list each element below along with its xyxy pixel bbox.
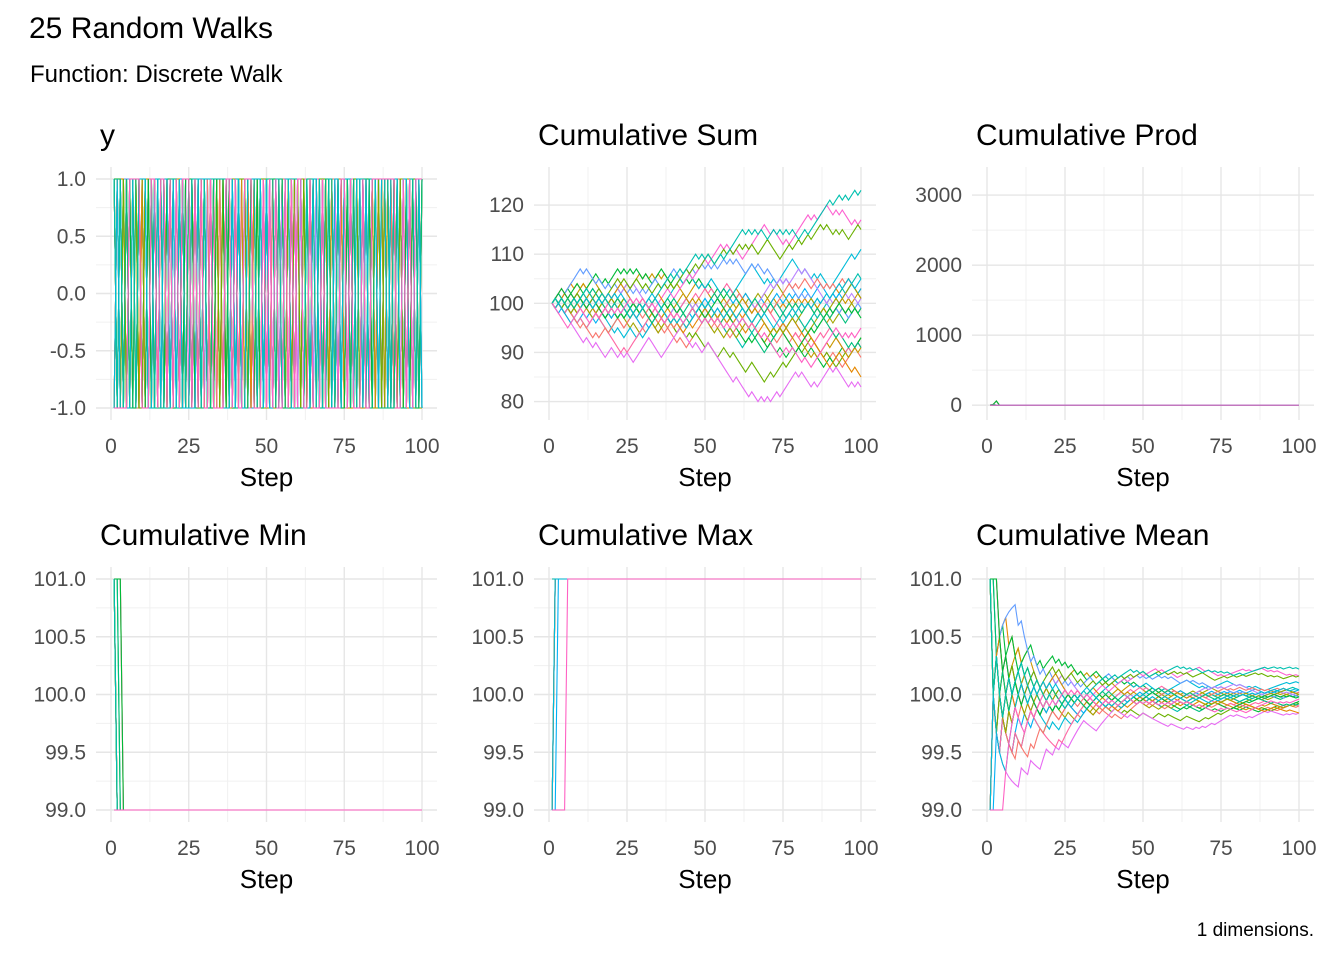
- panel-3: Cumulative Min 0 25 50 75 100 99.0 99.5 100.0 100…: [33, 519, 439, 894]
- series-line-22: [551, 189, 862, 320]
- y-tick-label: 90: [501, 341, 524, 364]
- y-tick-label: 1000: [915, 324, 962, 347]
- x-tick-label: 100: [1281, 435, 1316, 458]
- x-tick-label: 100: [843, 837, 878, 860]
- x-tick-label: 50: [255, 435, 278, 458]
- panel-title: Cumulative Mean: [976, 519, 1209, 552]
- x-tick-label: 0: [105, 435, 117, 458]
- series-line-12: [989, 578, 1300, 788]
- x-tick-label: 0: [981, 435, 993, 458]
- x-axis-label: Step: [1116, 864, 1170, 894]
- series-line-23: [551, 277, 862, 329]
- series-line-24: [114, 178, 422, 409]
- y-tick-label: 100: [489, 292, 524, 315]
- y-tick-label: 99.5: [483, 741, 524, 764]
- x-tick-label: 50: [693, 837, 716, 860]
- x-axis-label: Step: [678, 864, 732, 894]
- series-line-10: [551, 258, 862, 320]
- y-tick-label: 99.5: [45, 741, 86, 764]
- x-tick-label: 75: [771, 435, 794, 458]
- x-tick-label: 0: [981, 837, 993, 860]
- chart-title: 25 Random Walks: [29, 12, 273, 45]
- x-tick-label: 75: [333, 435, 356, 458]
- y-tick-label: 100.5: [471, 626, 524, 649]
- x-axis-label: Step: [240, 462, 294, 492]
- y-tick-label: 99.5: [921, 741, 962, 764]
- panel-5: Cumulative Mean 0 25 50 75 100 99.0 99.5 100.0 10…: [909, 519, 1316, 894]
- x-tick-label: 100: [843, 435, 878, 458]
- x-tick-label: 75: [333, 837, 356, 860]
- x-tick-label: 75: [771, 837, 794, 860]
- x-tick-label: 25: [1053, 435, 1076, 458]
- series-line-14: [551, 282, 862, 354]
- x-tick-label: 25: [615, 435, 638, 458]
- x-tick-label: 0: [543, 435, 555, 458]
- x-tick-label: 50: [1131, 837, 1154, 860]
- x-axis-label: Step: [678, 462, 732, 492]
- x-tick-label: 100: [404, 837, 439, 860]
- series-line-24: [551, 297, 862, 369]
- panel-title: Cumulative Max: [538, 519, 753, 552]
- y-tick-label: 120: [489, 194, 524, 217]
- panel-4: Cumulative Max 0 25 50 75 100 99.0 99.5 100.0 100…: [471, 519, 878, 894]
- panel-title: Cumulative Sum: [538, 119, 758, 152]
- series-line-20: [551, 287, 862, 359]
- y-tick-label: 100.5: [909, 626, 962, 649]
- series-line-20: [990, 578, 1300, 717]
- y-tick-label: 0: [950, 394, 962, 417]
- panel-1: Cumulative Sum 0 25 50 75 100 80 90 100 110 120 Ste…: [489, 119, 879, 492]
- y-tick-label: -0.5: [50, 340, 86, 363]
- series-line-5: [990, 578, 1300, 713]
- series-line-8: [989, 655, 1300, 811]
- x-tick-label: 75: [1209, 435, 1232, 458]
- y-tick-label: 1.0: [57, 168, 86, 191]
- y-tick-label: 100.5: [33, 626, 86, 649]
- x-tick-label: 75: [1209, 837, 1232, 860]
- x-tick-label: 50: [693, 435, 716, 458]
- y-tick-label: 110: [491, 243, 524, 266]
- x-tick-label: 50: [255, 837, 278, 860]
- x-tick-label: 100: [1281, 837, 1316, 860]
- x-tick-label: 25: [177, 837, 200, 860]
- x-tick-label: 25: [177, 435, 200, 458]
- x-tick-label: 50: [1131, 435, 1154, 458]
- series-line-24: [990, 688, 1300, 811]
- y-tick-label: 99.0: [45, 799, 86, 822]
- x-tick-label: 0: [105, 837, 117, 860]
- series-line-12: [551, 297, 862, 403]
- series-line-23: [989, 680, 1300, 811]
- panel-title: Cumulative Prod: [976, 119, 1198, 152]
- series-line-24: [552, 578, 861, 811]
- y-tick-label: 2000: [915, 254, 962, 277]
- x-tick-label: 25: [1053, 837, 1076, 860]
- chart-subtitle: Function: Discrete Walk: [30, 61, 283, 88]
- panel-title: y: [100, 119, 115, 152]
- y-tick-label: 100.0: [909, 684, 962, 707]
- y-tick-label: 100.0: [471, 684, 524, 707]
- series-line-22: [989, 578, 1300, 718]
- y-tick-label: 80: [501, 391, 524, 414]
- panel-title: Cumulative Min: [100, 519, 307, 552]
- y-tick-label: 0.0: [57, 283, 86, 306]
- y-tick-label: 101.0: [909, 568, 962, 591]
- y-tick-label: 101.0: [471, 568, 524, 591]
- x-tick-label: 25: [615, 837, 638, 860]
- x-tick-label: 100: [404, 435, 439, 458]
- panel-0: y 0 25 50 75 100 -1.0 -0.5 0.0 0.5 1.0 Step: [50, 119, 440, 492]
- y-tick-label: -1.0: [50, 397, 86, 420]
- y-tick-label: 0.5: [57, 225, 86, 248]
- y-tick-label: 99.0: [921, 799, 962, 822]
- y-tick-label: 101.0: [33, 568, 86, 591]
- series-line-13: [990, 578, 1300, 711]
- y-tick-label: 100.0: [33, 684, 86, 707]
- x-axis-label: Step: [1116, 462, 1170, 492]
- y-tick-label: 99.0: [483, 799, 524, 822]
- x-axis-label: Step: [240, 864, 294, 894]
- x-tick-label: 0: [543, 837, 555, 860]
- chart-caption: 1 dimensions.: [1196, 920, 1314, 941]
- y-tick-label: 3000: [915, 184, 962, 207]
